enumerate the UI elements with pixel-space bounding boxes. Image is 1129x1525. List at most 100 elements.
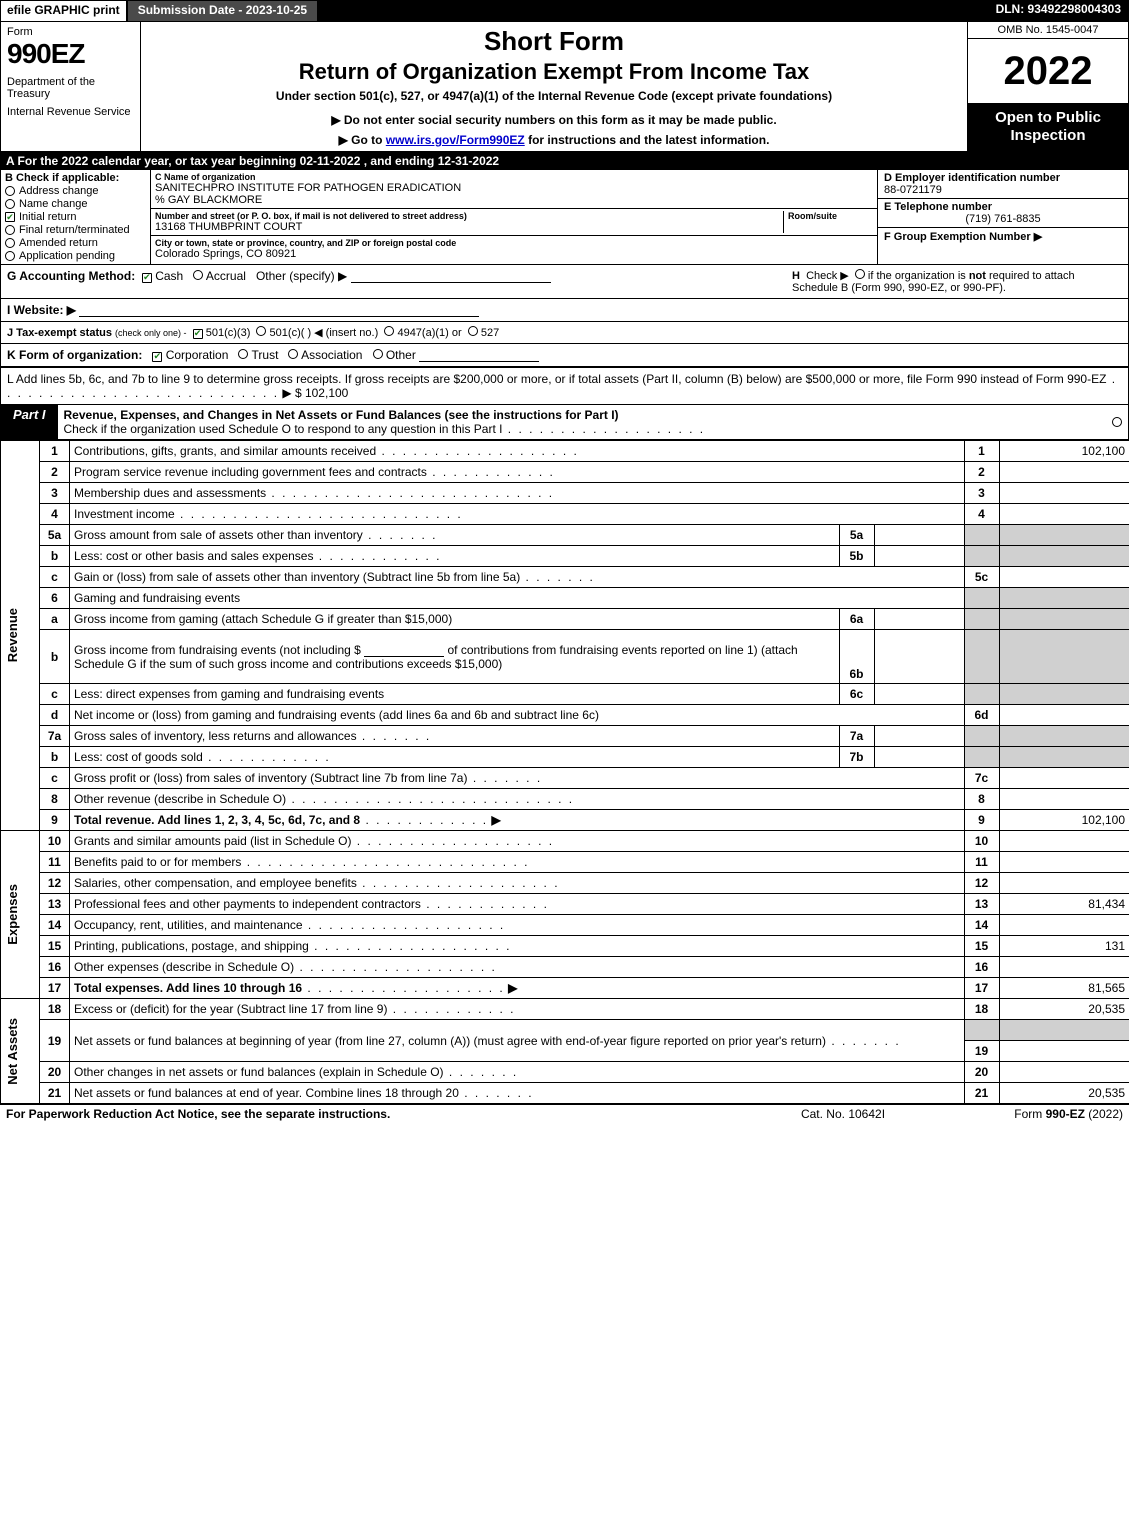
- line-4: 4 Investment income 4: [1, 504, 1129, 525]
- g-other-blank[interactable]: [351, 271, 551, 283]
- e-value: (719) 761-8835: [884, 213, 1122, 225]
- line-rlabel: 9: [964, 810, 999, 831]
- cb-label: Name change: [19, 198, 88, 210]
- k-label: K Form of organization:: [7, 348, 142, 362]
- line-desc-text: Other changes in net assets or fund bala…: [74, 1065, 518, 1079]
- line-rlabel: 20: [964, 1062, 999, 1083]
- line-desc-text: Benefits paid to or for members: [74, 855, 529, 869]
- line-num: a: [40, 609, 70, 630]
- f-row-group: F Group Exemption Number ▶: [878, 228, 1128, 245]
- c-street-label: Number and street (or P. O. box, if mail…: [155, 211, 783, 221]
- line-desc: Other revenue (describe in Schedule O): [70, 789, 965, 810]
- line-num: 1: [40, 441, 70, 462]
- sub-val: [874, 684, 964, 705]
- c-row-name: C Name of organization SANITECHPRO INSTI…: [151, 170, 877, 209]
- cb-amended-return[interactable]: Amended return: [5, 237, 146, 249]
- cb-initial-return[interactable]: Initial return: [5, 211, 146, 223]
- line-desc: Salaries, other compensation, and employ…: [70, 873, 965, 894]
- cb-label: Initial return: [19, 211, 76, 223]
- shade-cell: [999, 588, 1129, 609]
- line-desc-text: Excess or (deficit) for the year (Subtra…: [74, 1002, 515, 1016]
- checkbox-icon[interactable]: [1112, 417, 1122, 427]
- line-num: c: [40, 684, 70, 705]
- line-21: 21 Net assets or fund balances at end of…: [1, 1083, 1129, 1104]
- line-desc: Total revenue. Add lines 1, 2, 3, 4, 5c,…: [70, 810, 965, 831]
- checkbox-icon[interactable]: [256, 326, 266, 336]
- line-desc-text: Gain or (loss) from sale of assets other…: [74, 570, 595, 584]
- header-right: OMB No. 1545-0047 2022 Open to Public In…: [968, 22, 1128, 151]
- irs-link[interactable]: www.irs.gov/Form990EZ: [386, 133, 525, 147]
- col-def: D Employer identification number 88-0721…: [878, 170, 1128, 264]
- form-label: Form: [7, 26, 134, 38]
- line-rlabel: 17: [964, 978, 999, 999]
- i-website-blank[interactable]: [79, 305, 479, 317]
- checkbox-icon: [5, 225, 15, 235]
- line-desc: Grants and similar amounts paid (list in…: [70, 831, 965, 852]
- line-num: 14: [40, 915, 70, 936]
- line-num: 2: [40, 462, 70, 483]
- shade-cell: [999, 525, 1129, 546]
- line-desc-text: Gross amount from sale of assets other t…: [74, 528, 438, 542]
- blank-6b[interactable]: [364, 645, 444, 657]
- sub-label: 6c: [839, 684, 874, 705]
- k-opt4: Other: [386, 348, 416, 362]
- cb-final-return[interactable]: Final return/terminated: [5, 224, 146, 236]
- sub-val: [874, 546, 964, 567]
- checkbox-icon[interactable]: [142, 273, 152, 283]
- sub-val: [874, 525, 964, 546]
- shade-cell: [999, 609, 1129, 630]
- checkbox-icon[interactable]: [238, 349, 248, 359]
- line-rlabel: 18: [964, 999, 999, 1020]
- line-num: 3: [40, 483, 70, 504]
- cb-label: Amended return: [19, 237, 98, 249]
- line-desc-text-1: Gross income from fundraising events (no…: [74, 643, 361, 657]
- cb-address-change[interactable]: Address change: [5, 185, 146, 197]
- checkbox-icon: [5, 199, 15, 209]
- line-19-top: 19 Net assets or fund balances at beginn…: [1, 1020, 1129, 1041]
- checkbox-icon[interactable]: [855, 269, 865, 279]
- shade-cell: [964, 1020, 999, 1041]
- line-rlabel: 11: [964, 852, 999, 873]
- line-desc: Gain or (loss) from sale of assets other…: [70, 567, 965, 588]
- shade-cell: [964, 588, 999, 609]
- checkbox-icon[interactable]: [288, 349, 298, 359]
- sub-label: 5b: [839, 546, 874, 567]
- note-ssn: ▶ Do not enter social security numbers o…: [149, 113, 959, 127]
- title-return: Return of Organization Exempt From Incom…: [149, 59, 959, 85]
- g-other: Other (specify) ▶: [256, 269, 347, 283]
- line-num: c: [40, 567, 70, 588]
- line-rlabel: 6d: [964, 705, 999, 726]
- cb-application-pending[interactable]: Application pending: [5, 250, 146, 262]
- row-j-tax-exempt: J Tax-exempt status (check only one) - 5…: [0, 322, 1129, 344]
- checkbox-icon[interactable]: [193, 270, 203, 280]
- line-rlabel: 21: [964, 1083, 999, 1104]
- line-num: 21: [40, 1083, 70, 1104]
- j-label: J Tax-exempt status: [7, 327, 112, 339]
- vside-revenue: Revenue: [1, 441, 40, 831]
- line-13: 13 Professional fees and other payments …: [1, 894, 1129, 915]
- checkbox-icon[interactable]: [193, 329, 203, 339]
- line-desc: Gross income from gaming (attach Schedul…: [70, 609, 840, 630]
- line-rval: [999, 1041, 1129, 1062]
- g-cash: Cash: [155, 269, 183, 283]
- line-desc-text: Membership dues and assessments: [74, 486, 554, 500]
- line-1: Revenue 1 Contributions, gifts, grants, …: [1, 441, 1129, 462]
- line-6c: c Less: direct expenses from gaming and …: [1, 684, 1129, 705]
- cb-name-change[interactable]: Name change: [5, 198, 146, 210]
- part-1-label: Part I: [1, 405, 58, 439]
- k-other-blank[interactable]: [419, 350, 539, 362]
- checkbox-icon[interactable]: [384, 326, 394, 336]
- line-rlabel: 7c: [964, 768, 999, 789]
- l-amount: ▶ $ 102,100: [282, 386, 348, 400]
- checkbox-icon[interactable]: [468, 326, 478, 336]
- line-rval: [999, 768, 1129, 789]
- checkbox-icon[interactable]: [152, 352, 162, 362]
- line-num: 4: [40, 504, 70, 525]
- line-rval: 131: [999, 936, 1129, 957]
- checkbox-icon[interactable]: [373, 349, 383, 359]
- note-website-pre: ▶ Go to: [339, 133, 386, 147]
- line-rlabel: 10: [964, 831, 999, 852]
- line-10: Expenses 10 Grants and similar amounts p…: [1, 831, 1129, 852]
- checkbox-icon: [5, 186, 15, 196]
- line-desc: Investment income: [70, 504, 965, 525]
